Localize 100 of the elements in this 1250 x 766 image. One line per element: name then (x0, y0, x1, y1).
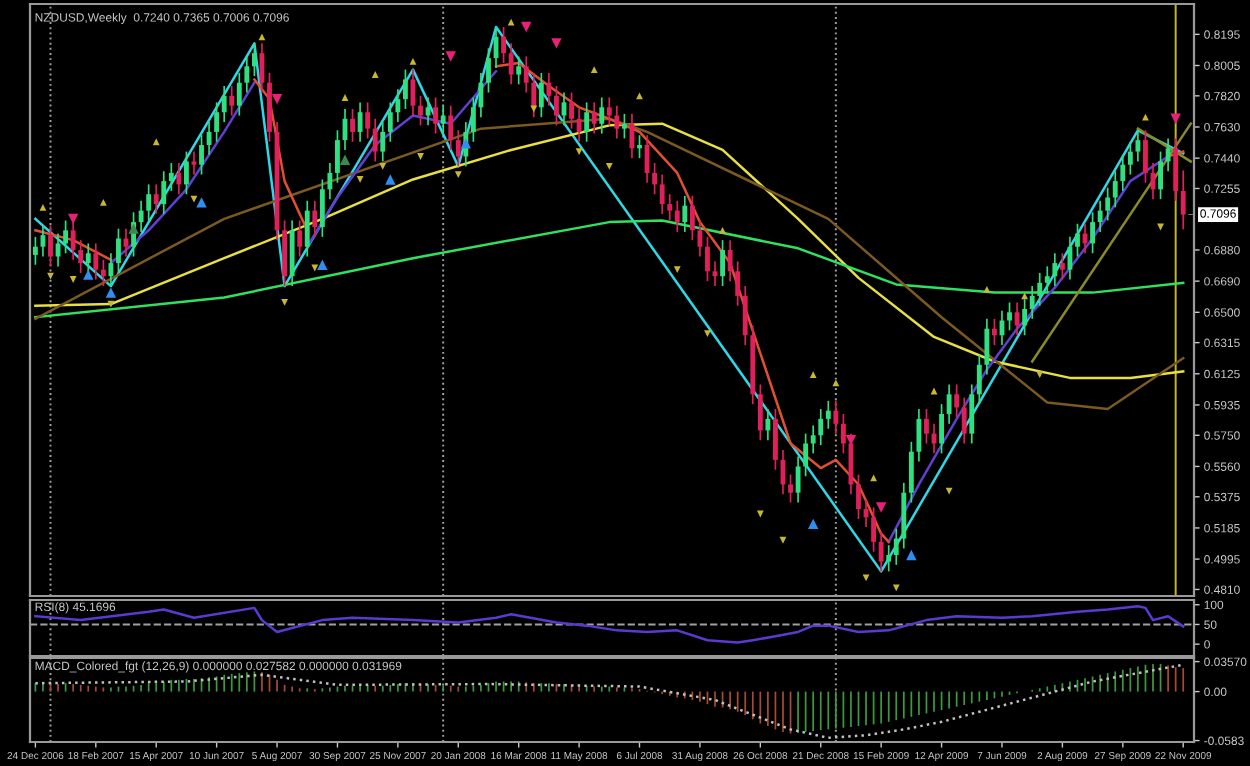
candlestick (765, 408, 771, 442)
point (809, 371, 817, 379)
point (371, 71, 379, 78)
candlestick (1007, 301, 1012, 332)
point (69, 276, 77, 283)
point (530, 105, 538, 113)
candlestick (1052, 252, 1058, 287)
candlestick (516, 55, 522, 86)
candlestick (803, 432, 809, 478)
candlestick (433, 96, 439, 135)
candlestick (939, 403, 944, 455)
candlestick (289, 219, 295, 287)
candlestick (1135, 129, 1141, 163)
candlestick (886, 544, 892, 573)
candlestick (335, 129, 340, 184)
candlestick (599, 96, 605, 135)
point (1142, 113, 1149, 121)
point (128, 223, 139, 234)
candlestick (48, 224, 53, 268)
point (385, 174, 396, 185)
candlestick (954, 383, 960, 419)
point (356, 176, 364, 183)
candlestick (697, 219, 703, 258)
point (590, 66, 598, 73)
candlestick (674, 199, 680, 233)
candlestick (327, 162, 333, 200)
candlestick (969, 383, 975, 445)
candlestick (705, 236, 710, 282)
candlestick (871, 506, 877, 553)
point (892, 584, 900, 592)
point (507, 18, 515, 26)
candlestick (304, 199, 310, 258)
candlestick (387, 101, 393, 143)
candlestick (893, 527, 899, 566)
candlestick (425, 96, 431, 127)
point (271, 93, 283, 105)
point (258, 33, 266, 41)
line-series (34, 219, 1185, 319)
point (317, 259, 328, 270)
candlestick (440, 104, 446, 135)
candlestick (591, 101, 597, 135)
candlestick (365, 101, 371, 140)
candlestick (720, 239, 725, 287)
point (521, 21, 532, 33)
point (875, 502, 887, 513)
candlestick (1059, 252, 1065, 281)
point (551, 38, 562, 49)
point (575, 148, 583, 155)
point (99, 199, 107, 206)
candlestick (637, 134, 642, 159)
point (281, 299, 288, 306)
point (906, 549, 917, 561)
candlestick (455, 129, 461, 168)
candlestick (191, 150, 197, 176)
point (870, 474, 877, 482)
point (417, 153, 424, 160)
candlestick (946, 383, 952, 425)
candlestick (773, 408, 778, 471)
candlestick (606, 96, 612, 127)
candlestick (554, 85, 559, 127)
point (47, 272, 54, 280)
candlestick (961, 396, 967, 445)
candlestick (878, 531, 884, 573)
point (1036, 371, 1044, 379)
candlestick (221, 85, 227, 123)
point (39, 203, 47, 211)
candlestick (689, 195, 695, 241)
candlestick (100, 258, 106, 287)
point (190, 195, 198, 203)
candlestick (199, 134, 204, 176)
candlestick (908, 441, 914, 504)
candlestick (206, 121, 212, 156)
point (105, 287, 117, 298)
point (807, 518, 819, 530)
candlestick (1180, 169, 1186, 231)
candlestick (1173, 137, 1179, 202)
candlestick (63, 219, 69, 255)
candlestick (1075, 222, 1080, 258)
candlestick (108, 252, 114, 287)
candlestick (312, 199, 318, 238)
candlestick (856, 473, 861, 520)
candlestick (380, 121, 386, 163)
candlestick (229, 85, 235, 117)
candlestick (448, 104, 454, 151)
candlestick (282, 219, 288, 287)
candlestick (916, 408, 922, 463)
candlestick (1127, 140, 1133, 176)
candlestick (984, 318, 990, 376)
point (445, 51, 456, 62)
candlestick (614, 104, 620, 140)
point (339, 154, 351, 165)
candlestick (546, 72, 552, 107)
candlestick (1112, 170, 1118, 209)
candlestick (652, 162, 658, 196)
point (779, 536, 787, 544)
candlestick (1165, 137, 1171, 173)
point (454, 171, 462, 178)
candlestick (93, 242, 99, 281)
candlestick (350, 108, 355, 143)
point (704, 330, 711, 338)
